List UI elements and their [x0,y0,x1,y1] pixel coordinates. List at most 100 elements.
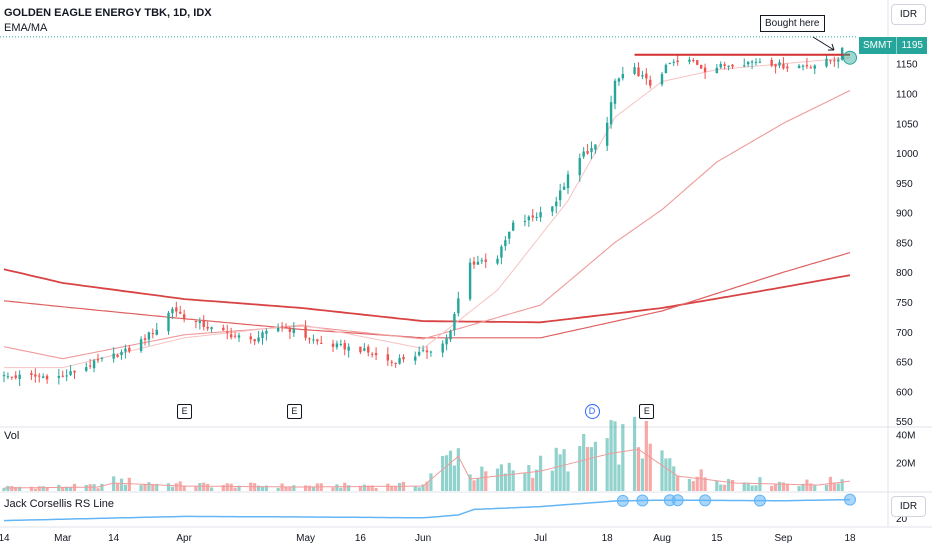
candle-body [813,65,816,69]
volume-bar [10,486,14,491]
volume-bar [147,482,151,491]
volume-bar [668,458,672,491]
volume-bar [558,454,562,491]
candle-body [539,212,542,218]
volume-bar [386,483,390,491]
candle-body [754,61,758,63]
candle-body [249,336,252,340]
candle-body [672,61,675,63]
candle-body [96,359,100,361]
candle-body [175,307,178,312]
earnings-badge[interactable]: E [639,404,655,419]
candle-body [723,64,726,66]
candle-body [155,329,158,335]
candle-body [562,186,566,190]
candle-body [633,67,636,74]
candle-body [484,259,487,262]
volume-bar [770,485,774,491]
volume-bar [68,487,73,491]
volume-bar [390,485,394,491]
candle-body [527,216,531,221]
candle-body [73,370,76,373]
candle-body [292,328,296,334]
candle-body [233,335,237,337]
candle-body [14,375,17,378]
volume-bar [809,483,813,491]
candle-body [692,60,695,62]
volume-bar [221,485,225,491]
volume-bar [589,447,594,491]
candle-body [809,67,813,69]
candle-body [590,148,593,153]
candle-body [727,65,730,67]
time-tick-label: Apr [176,533,192,544]
volume-bar [699,469,703,491]
candle-body [703,67,707,73]
volume-bar [292,485,296,491]
volume-bar [746,482,750,491]
price-tick-label: 950 [896,179,913,190]
candle-body [453,313,456,330]
candle-body [535,217,538,219]
volume-bar [139,485,143,491]
time-tick-label: 16 [355,533,367,544]
candle-body [237,335,241,338]
candle-body [449,330,452,340]
volume-bar [335,484,339,491]
price-tick-label: 550 [896,417,913,428]
candle-body [758,61,762,63]
dividend-badge[interactable]: D [584,404,600,419]
volume-bar [527,465,531,491]
rs-currency-button[interactable]: IDR [891,496,926,517]
volume-bar [33,488,37,491]
volume-bar [676,475,680,491]
volume-bar [664,458,668,491]
candle-body [504,240,507,247]
volume-bar [115,483,120,491]
candle-body [202,320,205,327]
currency-button[interactable]: IDR [891,4,926,25]
candle-body [320,342,323,344]
candle-body [57,375,61,378]
price-tick-label: 650 [896,358,913,369]
candle-body [347,346,350,351]
candle-body [335,343,339,348]
candle-body [468,262,472,300]
volume-bar [726,479,731,491]
price-tick-label: 1050 [896,119,919,130]
earnings-badge[interactable]: E [177,404,193,419]
candle-body [112,353,115,359]
candle-body [41,376,45,378]
volume-bar [531,477,535,491]
candle-body [367,346,370,353]
candle-body [660,74,664,85]
volume-pane-label: Vol [4,430,20,442]
candle-body [480,260,484,262]
candle-body [594,144,597,150]
candle-body [276,327,280,332]
volume-average-line [4,448,851,489]
volume-bar [456,448,460,491]
candle-body [555,201,558,207]
volume-bar [535,469,539,491]
volume-bar [566,471,570,491]
candle-body [578,158,581,176]
candle-body [147,332,151,340]
candle-body [582,151,585,157]
rs-pane-label: Jack Corsellis RS Line [4,498,115,510]
earnings-badge[interactable]: E [286,404,302,419]
candle-body [586,151,589,154]
candle-body [171,308,174,314]
volume-bar [621,424,625,491]
candle-body [210,327,213,330]
volume-bar [45,487,49,491]
volume-bar [307,485,312,491]
candle-body [617,78,621,82]
candle-body [179,311,182,314]
candle-body [472,261,476,265]
moving-average-line [3,268,851,324]
volume-bar [123,484,128,491]
candle-body [429,351,433,353]
time-tick-label: Mar [54,533,72,544]
